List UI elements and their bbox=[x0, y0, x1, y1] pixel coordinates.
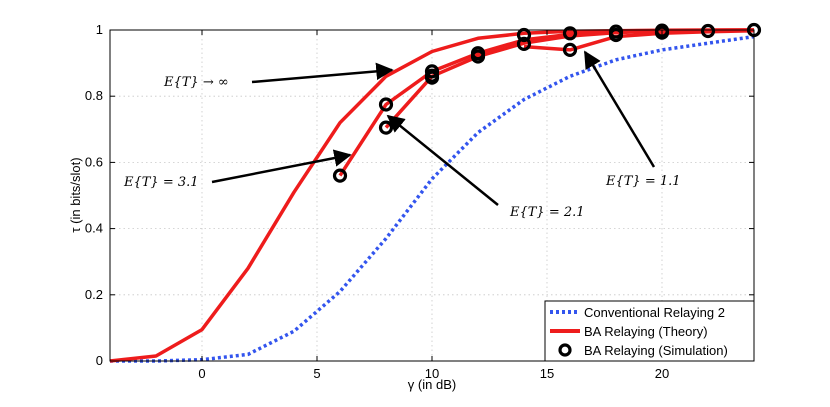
legend-swatch-simulation bbox=[558, 343, 572, 357]
simulation-marker bbox=[700, 23, 716, 39]
x-tick-label: 0 bbox=[198, 366, 205, 381]
legend-label-theory: BA Relaying (Theory) bbox=[584, 324, 708, 339]
simulation-marker bbox=[516, 36, 532, 52]
simulation-marker bbox=[654, 25, 670, 40]
y-tick-label: 0.4 bbox=[85, 221, 103, 236]
annotations: E{T} → ∞ E{T} = 3.1 E{T} = 2.1 E{T} = 1.… bbox=[123, 50, 681, 220]
simulation-marker bbox=[332, 168, 348, 183]
simulation-marker bbox=[562, 26, 578, 41]
y-tick-label: 0.2 bbox=[85, 287, 103, 302]
simulation-marker bbox=[562, 42, 578, 57]
simulation-marker bbox=[378, 97, 394, 112]
annot-arrow-21 bbox=[386, 114, 499, 206]
legend: Conventional Relaying 2 BA Relaying (The… bbox=[544, 300, 755, 362]
x-tick-label: 5 bbox=[313, 366, 320, 381]
annot-inf: E{T} → ∞ bbox=[163, 75, 229, 90]
simulation-markers bbox=[332, 22, 762, 183]
annot-arrow-inf bbox=[251, 62, 394, 84]
x-tick-label: 10 bbox=[425, 366, 439, 381]
y-tick-label: 0.8 bbox=[85, 88, 103, 103]
annot-arrow-11 bbox=[583, 50, 656, 168]
annot-11: E{T} = 1.1 bbox=[605, 174, 681, 189]
axis-ticks: 0 5 10 15 20 0 0.2 0.4 0.6 0.8 1 bbox=[85, 22, 754, 381]
y-tick-label: 0.6 bbox=[85, 154, 103, 169]
annot-arrow-31 bbox=[211, 149, 352, 184]
annot-31: E{T} = 3.1 bbox=[123, 175, 199, 190]
simulation-marker bbox=[608, 27, 624, 43]
y-tick-label: 1 bbox=[96, 22, 103, 37]
simulation-marker bbox=[424, 70, 440, 85]
annot-21: E{T} = 2.1 bbox=[509, 205, 585, 220]
x-tick-label: 20 bbox=[655, 366, 669, 381]
series-line-4 bbox=[523, 28, 755, 52]
simulation-marker bbox=[516, 27, 532, 43]
simulation-marker bbox=[470, 49, 486, 64]
series-line-0 bbox=[110, 34, 755, 363]
y-axis-label: τ (in bits/slot) bbox=[68, 157, 83, 232]
x-axis-label: γ (in dB) bbox=[408, 377, 456, 392]
x-tick-label: 15 bbox=[540, 366, 554, 381]
y-tick-label: 0 bbox=[96, 353, 103, 368]
legend-label-conventional: Conventional Relaying 2 bbox=[584, 305, 725, 320]
legend-label-simulation: BA Relaying (Simulation) bbox=[584, 343, 728, 358]
